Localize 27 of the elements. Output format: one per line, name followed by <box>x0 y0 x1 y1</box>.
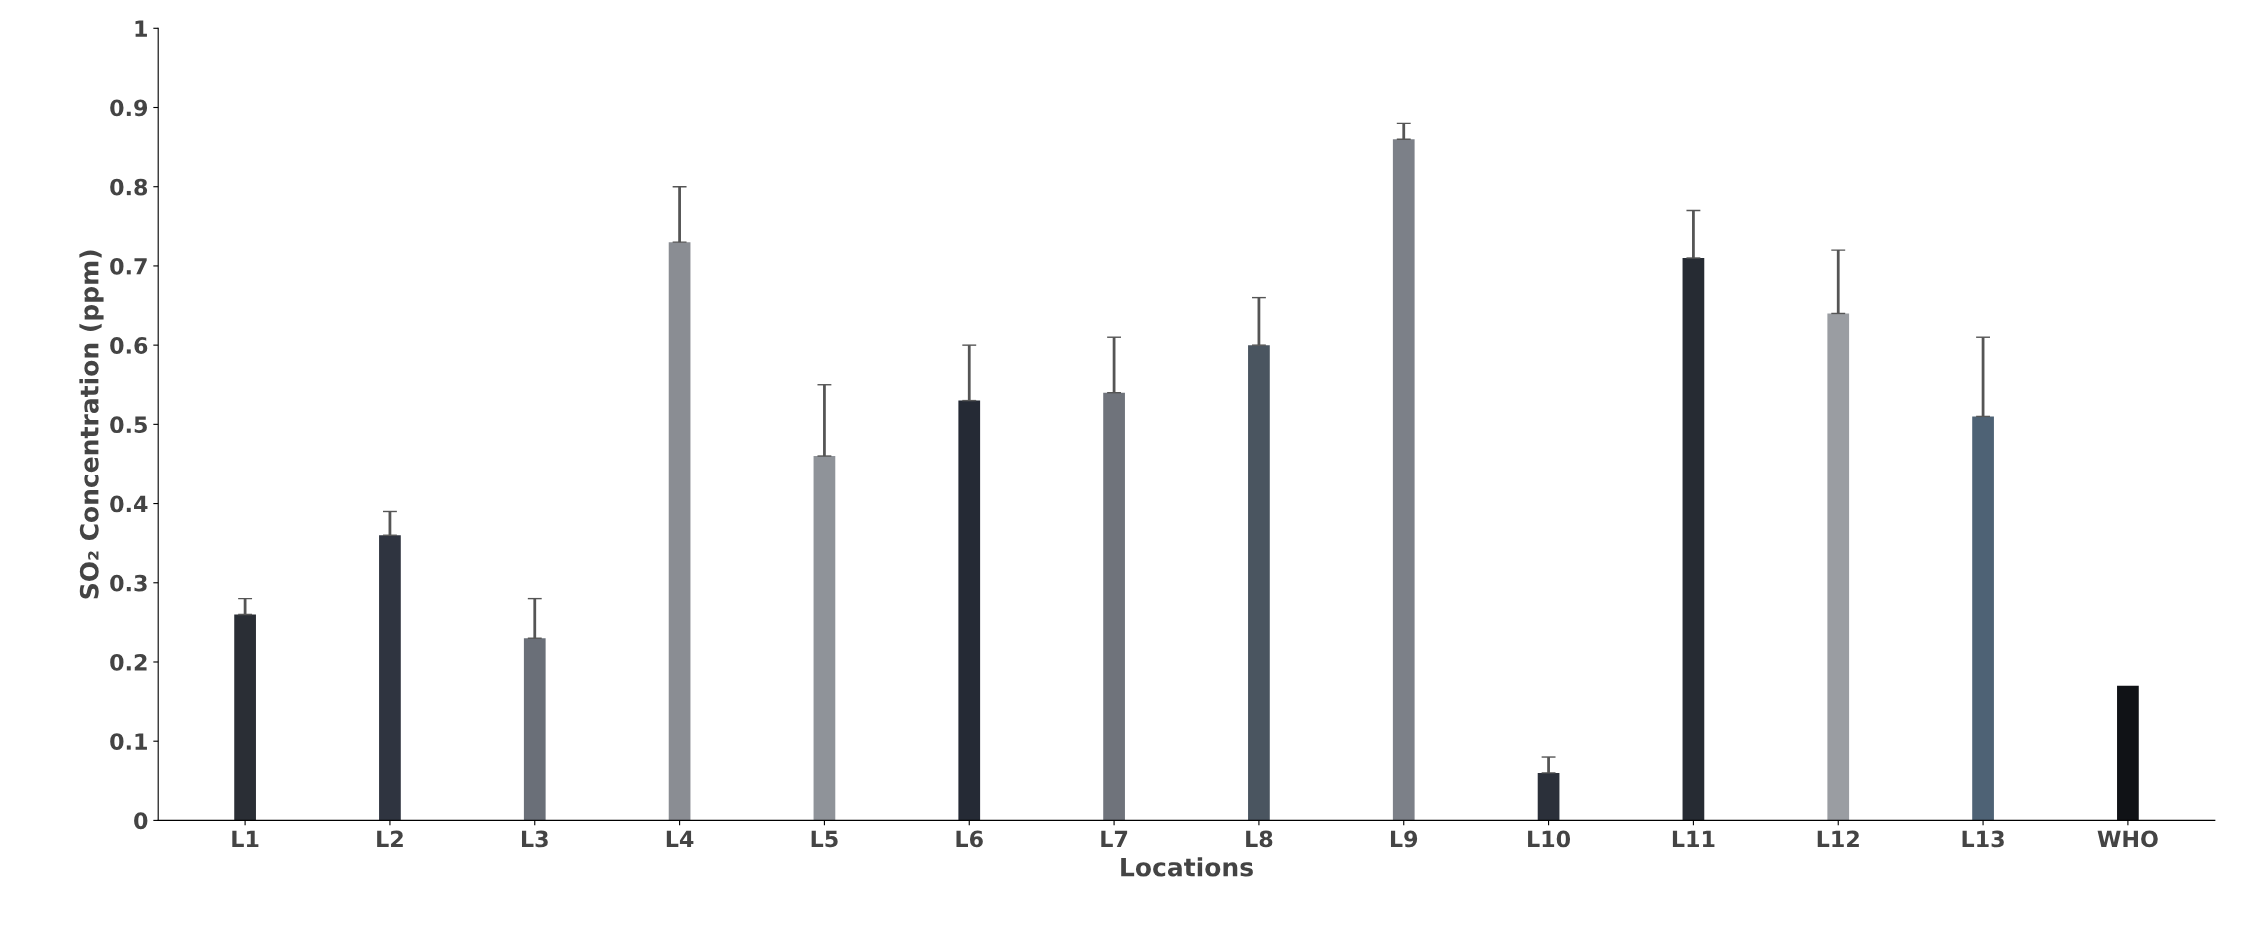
y-axis-title: SO₂ Concentration (ppm) <box>79 250 104 599</box>
y-tick-label: 0.5 <box>110 416 147 434</box>
x-axis-title: Locations <box>1121 857 1253 877</box>
x-tick-label: L8 <box>1246 830 1273 848</box>
x-tick-label: L2 <box>377 830 403 848</box>
x-tick-label: L6 <box>956 830 983 848</box>
x-tick-label: L9 <box>1390 830 1418 848</box>
x-tick-label: L11 <box>1672 830 1715 848</box>
x-tick-label: L13 <box>1962 830 2004 848</box>
y-tick-label: 0.4 <box>110 495 148 513</box>
y-tick-label: 0.8 <box>110 178 148 196</box>
y-tick-label: 0.2 <box>110 653 147 671</box>
y-tick-label: 0.3 <box>110 574 147 592</box>
y-tick-label: 1 <box>135 20 147 37</box>
x-tick-label: L5 <box>811 830 838 848</box>
y-tick-label: 0.9 <box>110 99 148 117</box>
x-tick-label: L7 <box>1101 830 1128 848</box>
y-tick-label: 0.1 <box>110 733 147 750</box>
x-tick-label: L1 <box>232 830 259 848</box>
x-tick-label: L3 <box>521 830 548 848</box>
x-tick-label: L12 <box>1817 830 1859 848</box>
x-tick-label: WHO <box>2097 830 2158 848</box>
x-tick-label: L10 <box>1528 830 1571 848</box>
x-tick-label: L4 <box>666 830 694 848</box>
y-tick-label: 0.7 <box>110 257 147 275</box>
y-tick-label: 0.6 <box>110 337 148 354</box>
y-tick-label: 0 <box>134 812 148 830</box>
